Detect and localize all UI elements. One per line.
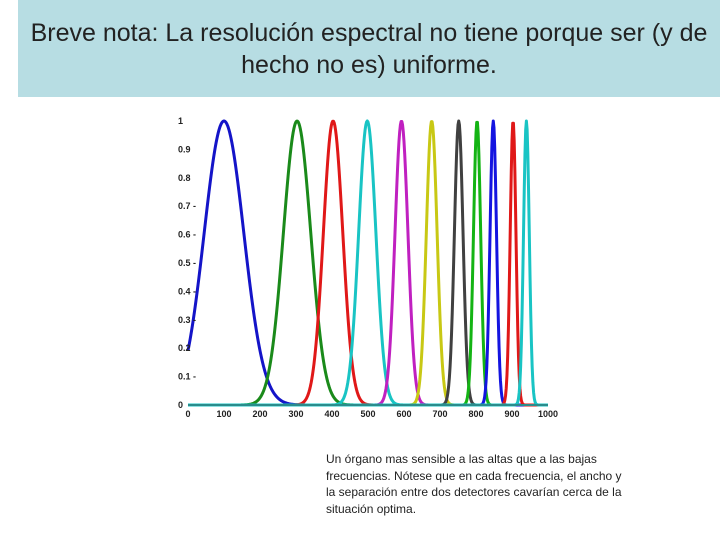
x-tick-label: 500 [360,409,375,419]
x-tick-label: 900 [504,409,519,419]
y-tick-label: 0.8 [178,173,191,183]
x-tick-label: 1000 [538,409,558,419]
y-tick-label: 0.5 - [178,258,196,268]
series-line-9 [187,119,549,407]
y-tick-label: 0.1 - [178,372,196,382]
curves-group [186,119,549,407]
y-tick-label: 0.4 - [178,286,196,296]
y-tick-label: 0 [178,400,183,410]
title-banner: Breve nota: La resolución espectral no t… [18,0,720,97]
axes-group: 0 0.1 - 0.2 0.3 - 0.4 - 0.5 - 0.6 - 0.7 - 0.8 0.9… [178,116,558,419]
y-tick-label: 0.2 [178,343,191,353]
x-tick-label: 700 [432,409,447,419]
y-tick-label: 1 [178,116,183,126]
x-tick-label: 600 [396,409,411,419]
chart-caption: Un órgano mas sensible a las altas que a… [326,452,622,516]
x-tick-label: 800 [468,409,483,419]
y-tick-label: 0.3 - [178,315,196,325]
y-tick-label: 0.7 - [178,201,196,211]
x-tick-label: 200 [252,409,267,419]
x-tick-label: 0 [185,409,190,419]
y-tick-label: 0.6 - [178,230,196,240]
x-tick-label: 300 [288,409,303,419]
y-tick-label: 0.9 [178,144,191,154]
x-tick-label: 400 [324,409,339,419]
x-tick-label: 100 [216,409,231,419]
gaussian-chart: 0 0.1 - 0.2 0.3 - 0.4 - 0.5 - 0.6 - 0.7 - 0.8 0.9… [178,116,558,419]
slide-title: Breve nota: La resolución espectral no t… [30,18,708,79]
